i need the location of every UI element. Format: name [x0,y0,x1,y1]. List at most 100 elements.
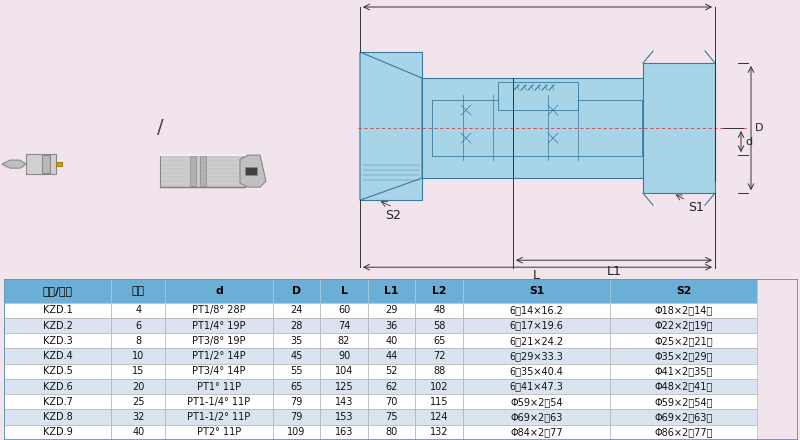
Bar [643,63,715,193]
Bar [4,279,111,303]
Bar [368,303,415,318]
Bar [273,425,320,440]
Bar [360,52,422,200]
Text: 115: 115 [430,397,449,407]
Text: Φ25×2角21角: Φ25×2角21角 [654,336,713,346]
Bar [4,348,111,364]
Bar [415,394,463,410]
Bar [320,279,368,303]
Bar [273,410,320,425]
Bar [166,410,273,425]
Bar [610,364,757,379]
Bar [42,155,50,173]
Text: d: d [215,286,222,296]
Text: 36: 36 [386,321,398,330]
Text: L1: L1 [606,265,622,278]
Text: 80: 80 [386,427,398,437]
Bar [610,318,757,333]
Bar [610,394,757,410]
Text: L1: L1 [385,286,399,296]
Bar [56,162,62,166]
Text: 20: 20 [132,381,145,392]
Bar [368,333,415,348]
Bar [415,279,463,303]
Bar [111,410,166,425]
Text: 153: 153 [334,412,354,422]
Bar [368,318,415,333]
Bar [610,303,757,318]
Bar [190,156,196,186]
Bar [320,318,368,333]
Text: 28: 28 [290,321,302,330]
Bar [463,425,610,440]
Text: Φ86×2角77角: Φ86×2角77角 [654,427,713,437]
Text: 6: 6 [135,321,142,330]
Bar [111,379,166,394]
Bar [415,303,463,318]
Bar [320,348,368,364]
Bar [610,348,757,364]
Bar [166,425,273,440]
Text: PT3/4° 14P: PT3/4° 14P [192,367,246,376]
Bar [4,333,111,348]
Bar [368,379,415,394]
Bar [111,364,166,379]
Text: Φ69×2角63角: Φ69×2角63角 [654,412,713,422]
Bar [463,303,610,318]
Text: 6角21×24.2: 6角21×24.2 [510,336,564,346]
Text: 55: 55 [290,367,302,376]
Text: D: D [755,123,763,133]
Text: S2: S2 [676,286,691,296]
Bar [463,333,610,348]
Text: PT1/8° 28P: PT1/8° 28P [192,305,246,315]
Bar [320,410,368,425]
Text: Φ59×2角54角: Φ59×2角54角 [654,397,713,407]
Bar [320,333,368,348]
Text: PT3/8° 19P: PT3/8° 19P [192,336,246,346]
Bar [111,348,166,364]
Text: 4: 4 [135,305,142,315]
Text: Φ48×2角41角: Φ48×2角41角 [654,381,713,392]
Text: 82: 82 [338,336,350,346]
Text: 75: 75 [386,412,398,422]
Bar [26,154,56,174]
Text: 25: 25 [132,397,145,407]
Bar [166,364,273,379]
Bar [111,425,166,440]
Text: 6角35×40.4: 6角35×40.4 [510,367,563,376]
Bar [166,303,273,318]
Text: PT1/2° 14P: PT1/2° 14P [192,351,246,361]
Bar [463,279,610,303]
Bar [610,279,757,303]
Text: 124: 124 [430,412,449,422]
Text: 6角17×19.6: 6角17×19.6 [510,321,563,330]
Bar [166,279,273,303]
Text: S1: S1 [529,286,544,296]
Bar [4,318,111,333]
Text: 52: 52 [386,367,398,376]
Bar [463,410,610,425]
Bar [368,410,415,425]
Text: Φ18×2角14角: Φ18×2角14角 [654,305,713,315]
Text: 132: 132 [430,427,449,437]
Text: 6角14×16.2: 6角14×16.2 [510,305,563,315]
Text: 24: 24 [290,305,302,315]
Bar [463,318,610,333]
Text: 72: 72 [433,351,446,361]
Bar [111,279,166,303]
Text: 58: 58 [433,321,446,330]
Text: 40: 40 [132,427,144,437]
Text: L: L [533,269,539,282]
Text: PT1° 11P: PT1° 11P [197,381,241,392]
Bar [610,379,757,394]
Text: 40: 40 [386,336,398,346]
Bar [166,394,273,410]
Text: 6角41×47.3: 6角41×47.3 [510,381,563,392]
Bar [415,364,463,379]
Bar [610,410,757,425]
Text: 104: 104 [335,367,353,376]
Text: 45: 45 [290,351,302,361]
Bar [320,379,368,394]
Text: 通径: 通径 [132,286,145,296]
Text: 88: 88 [434,367,446,376]
